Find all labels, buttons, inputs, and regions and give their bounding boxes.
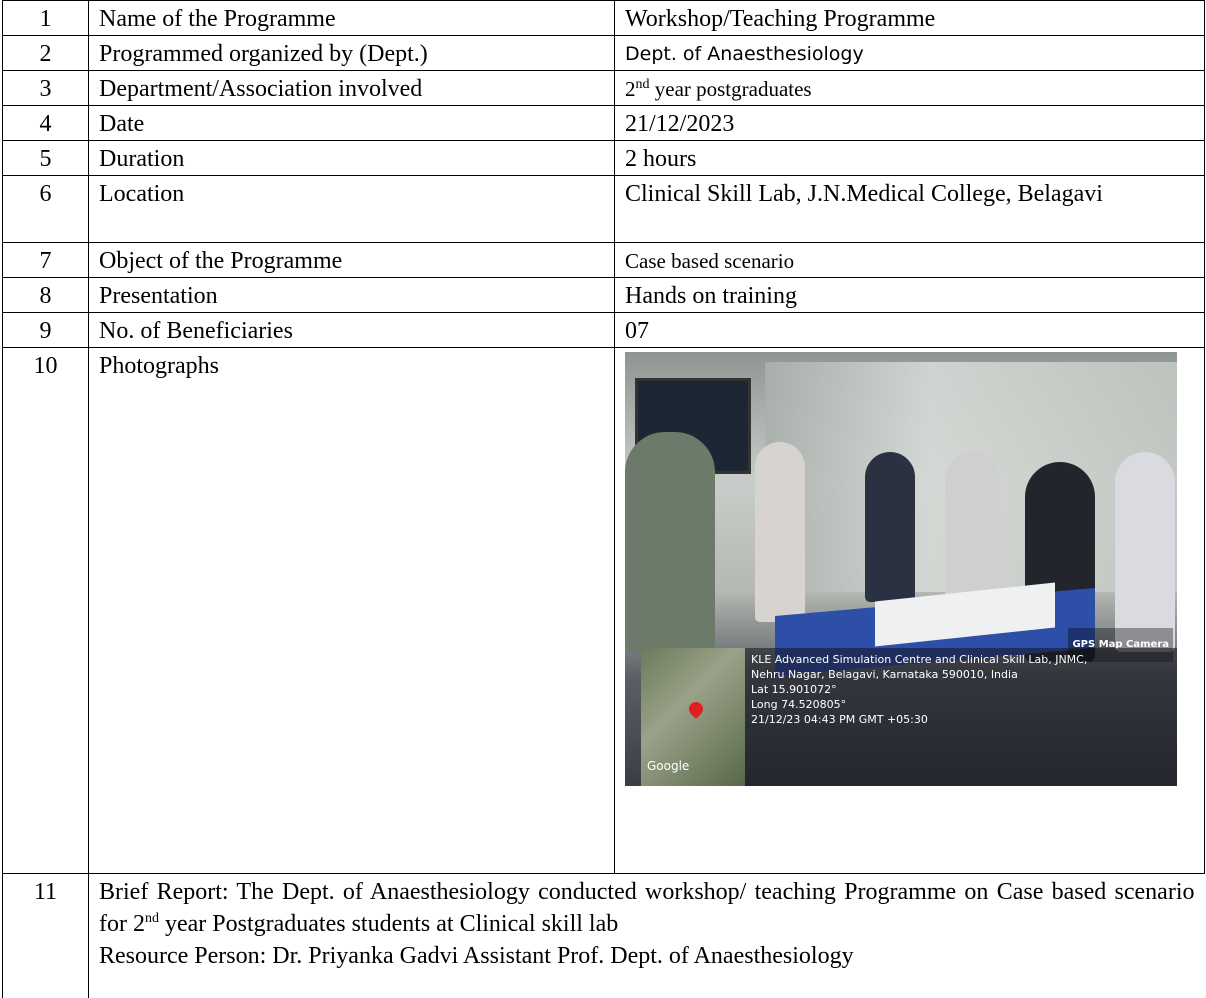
field-label: Programmed organized by (Dept.): [88, 35, 615, 71]
row-number: 2: [2, 35, 89, 71]
field-value: 2 hours: [614, 140, 1205, 176]
field-value: GPS Map Camera Google KLE Advanced Simul…: [614, 347, 1205, 874]
text: year postgraduates: [649, 77, 812, 101]
field-value: 2nd year postgraduates: [614, 70, 1205, 106]
field-value: 21/12/2023: [614, 105, 1205, 141]
geo-overlay: KLE Advanced Simulation Centre and Clini…: [745, 648, 1177, 786]
superscript: nd: [144, 911, 159, 926]
person: [865, 452, 915, 602]
field-label: Presentation: [88, 277, 615, 313]
map-label: Google: [647, 759, 690, 773]
row-number: 1: [2, 0, 89, 36]
latitude: Lat 15.901072°: [751, 683, 837, 696]
report-cell: Brief Report: The Dept. of Anaesthesiolo…: [88, 873, 1205, 998]
field-label: Photographs: [88, 347, 615, 874]
text: Brief Report: The Dept. of Anaesthesiolo…: [99, 879, 1195, 937]
field-value: 07: [614, 312, 1205, 348]
field-label: Duration: [88, 140, 615, 176]
row-number: 10: [2, 347, 89, 874]
map-thumbnail: Google: [641, 648, 745, 786]
row-number: 3: [2, 70, 89, 106]
resource-person: Resource Person: Dr. Priyanka Gadvi Assi…: [99, 943, 854, 969]
field-value: Clinical Skill Lab, J.N.Medical College,…: [614, 175, 1205, 243]
person: [755, 442, 805, 622]
field-label: Date: [88, 105, 615, 141]
field-label: Department/Association involved: [88, 70, 615, 106]
timestamp: 21/12/23 04:43 PM GMT +05:30: [751, 713, 928, 726]
person: [625, 432, 715, 652]
map-pin: [686, 699, 706, 719]
brief-report: Brief Report: The Dept. of Anaesthesiolo…: [99, 876, 1195, 940]
row-number: 11: [2, 873, 89, 998]
person: [1115, 452, 1175, 652]
field-label: Location: [88, 175, 615, 243]
longitude: Long 74.520805°: [751, 698, 847, 711]
address: KLE Advanced Simulation Centre and Clini…: [751, 653, 1088, 666]
row-number: 5: [2, 140, 89, 176]
field-label: Object of the Programme: [88, 242, 615, 278]
text: 2: [132, 911, 145, 937]
field-label: No. of Beneficiaries: [88, 312, 615, 348]
photograph: GPS Map Camera Google KLE Advanced Simul…: [625, 352, 1177, 786]
field-value: Hands on training: [614, 277, 1205, 313]
row-number: 4: [2, 105, 89, 141]
row-number: 6: [2, 175, 89, 243]
text: 2: [625, 77, 636, 101]
field-value: Workshop/Teaching Programme: [614, 0, 1205, 36]
row-number: 9: [2, 312, 89, 348]
row-number: 7: [2, 242, 89, 278]
field-value: Case based scenario: [614, 242, 1205, 278]
address: Nehru Nagar, Belagavi, Karnataka 590010,…: [751, 668, 1018, 681]
text: year Postgraduates students at Clinical …: [158, 911, 619, 937]
field-value: Dept. of Anaesthesiology: [614, 35, 1205, 71]
field-label: Name of the Programme: [88, 0, 615, 36]
superscript: nd: [635, 77, 650, 92]
row-number: 8: [2, 277, 89, 313]
